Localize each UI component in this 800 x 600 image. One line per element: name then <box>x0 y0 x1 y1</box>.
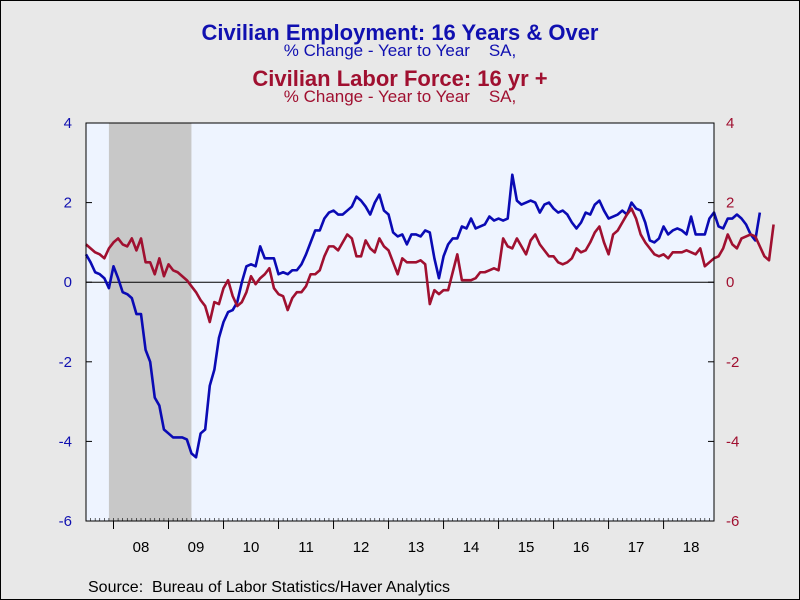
series-layer <box>84 173 775 459</box>
x-tick-label: 12 <box>353 539 370 556</box>
x-tick-label: 13 <box>408 539 425 556</box>
x-tick-label: 10 <box>243 539 260 556</box>
left-y-tick-label: -6 <box>59 513 72 530</box>
x-tick-label: 17 <box>628 539 645 556</box>
left-y-tick-label: -4 <box>59 433 72 450</box>
chart-title-labor-force: Civilian Labor Force: 16 yr + <box>252 66 548 91</box>
recession-shading <box>108 123 192 521</box>
chart-title-employment: Civilian Employment: 16 Years & Over <box>201 20 599 45</box>
series-line-labor-force <box>85 207 775 324</box>
series-line-employment <box>84 173 762 459</box>
right-y-tick-label: -4 <box>726 433 739 450</box>
left-y-tick-label: 4 <box>64 115 72 132</box>
right-y-tick-label: -6 <box>726 513 739 530</box>
source-note: Source: Bureau of Labor Statistics/Haver… <box>88 579 450 596</box>
axis-layer: 4 4 2 2 0 0 -2 -2 -4 -4 -6 -6 08 09 10 11 12 13 14 15 16 17 18 <box>59 115 740 556</box>
x-tick-label: 15 <box>518 539 535 556</box>
chart-subtitle-labor-force: % Change - Year to Year SA, <box>283 87 517 106</box>
right-y-tick-label: 4 <box>726 115 734 132</box>
x-tick-label: 16 <box>573 539 590 556</box>
x-tick-label: 14 <box>463 539 480 556</box>
x-tick-label: 08 <box>133 539 150 556</box>
x-tick-label: 09 <box>188 539 205 556</box>
left-y-tick-label: 0 <box>64 274 72 291</box>
x-tick-label: 18 <box>683 539 700 556</box>
plot-border <box>85 122 715 522</box>
left-y-tick-label: 2 <box>64 195 72 212</box>
right-y-tick-label: 0 <box>726 274 734 291</box>
x-tick-label: 11 <box>298 539 314 556</box>
right-y-tick-label: -2 <box>726 354 739 371</box>
left-y-tick-label: -2 <box>59 354 72 371</box>
right-y-tick-label: 2 <box>726 195 734 212</box>
chart-subtitle-employment: % Change - Year to Year SA, <box>283 41 517 60</box>
